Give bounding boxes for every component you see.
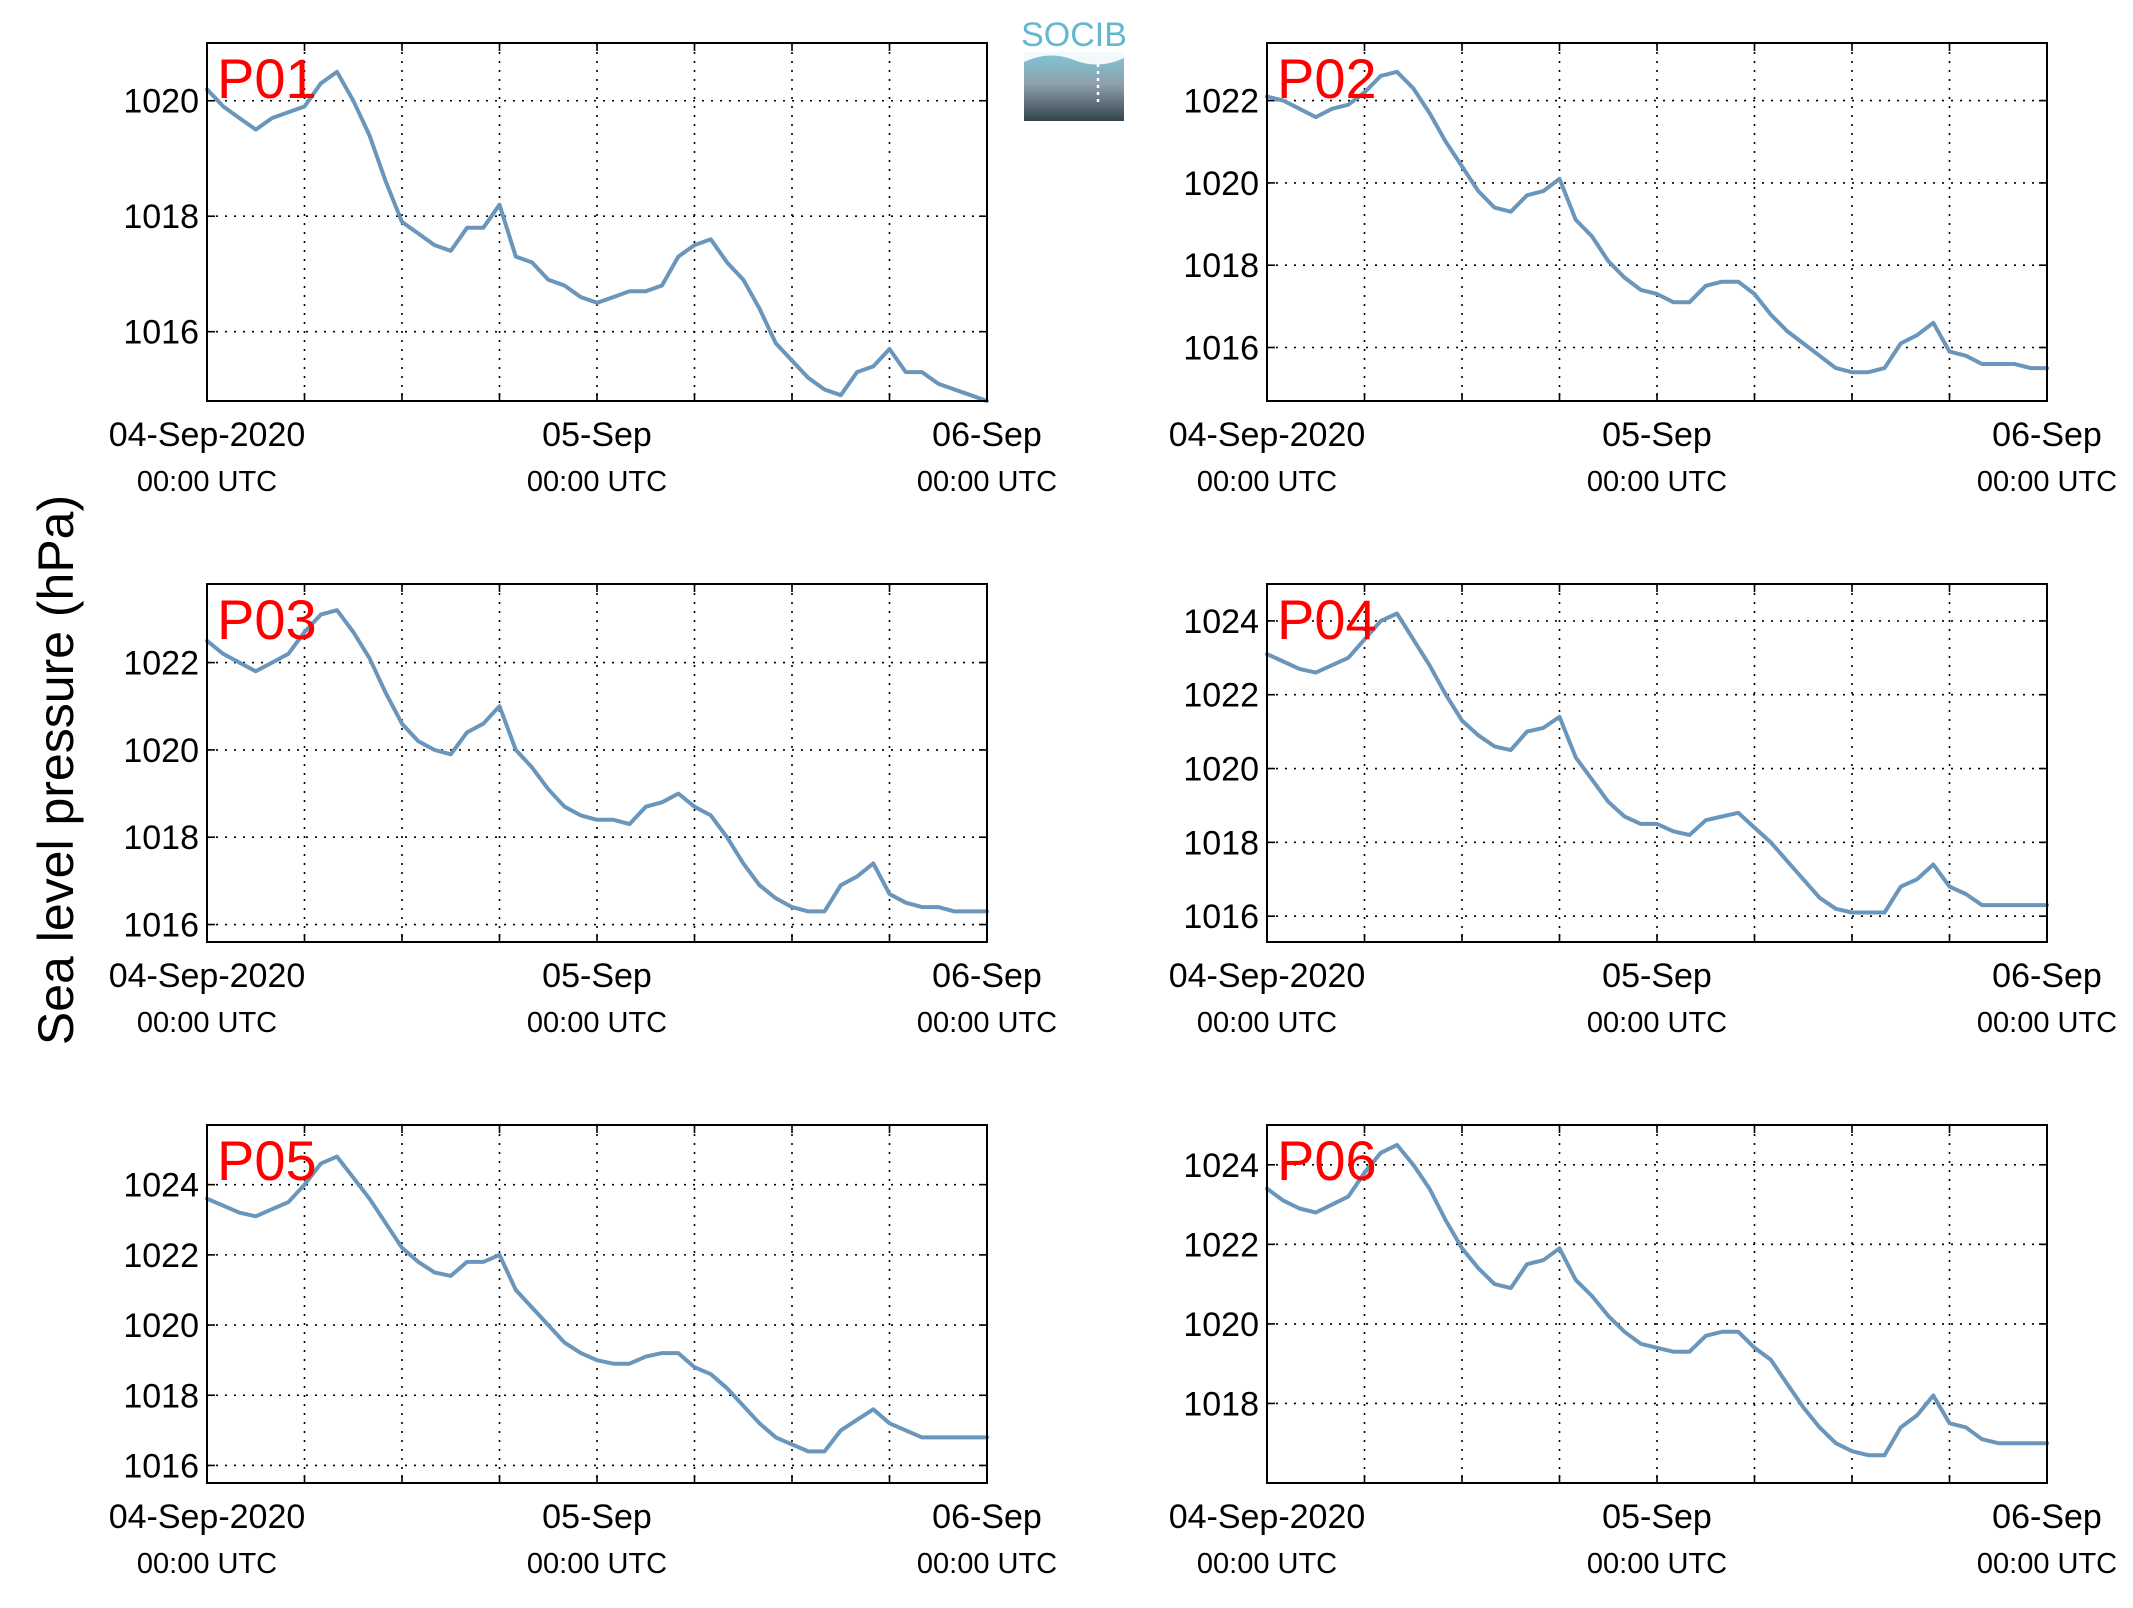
panel-tag: P04 (1277, 588, 1377, 651)
x-tick-label-time: 00:00 UTC (1587, 1548, 1727, 1580)
x-tick-label-time: 00:00 UTC (137, 1548, 277, 1580)
y-tick-label: 1016 (1183, 330, 1259, 368)
x-tick-label-date: 06-Sep (1992, 957, 2102, 995)
panel-tag: P06 (1277, 1129, 1377, 1192)
x-tick-label-date: 06-Sep (932, 416, 1042, 454)
x-tick-label-date: 04-Sep-2020 (1169, 957, 1366, 995)
y-tick-label: 1022 (123, 1237, 199, 1275)
x-tick-label-date: 06-Sep (1992, 416, 2102, 454)
x-tick-label-date: 04-Sep-2020 (109, 957, 306, 995)
x-tick-label-date: 04-Sep-2020 (1169, 416, 1366, 454)
y-tick-label: 1018 (123, 198, 199, 236)
socib-logo: SOCIB (1021, 16, 1127, 121)
x-tick-label-date: 05-Sep (542, 416, 652, 454)
series-line-p04 (1265, 611, 2049, 915)
panels: 1016 1018 1020 04-Sep-2020 00:00 UTC 05-Sep 00… (109, 42, 2117, 1580)
x-tick-label-date: 06-Sep (1992, 1498, 2102, 1536)
y-tick-label: 1022 (123, 645, 199, 683)
logo-text: SOCIB (1021, 16, 1127, 54)
x-tick-label-date: 05-Sep (1602, 1498, 1712, 1536)
x-tick-label-time: 00:00 UTC (917, 1548, 1057, 1580)
chart-panel-p04: 1016 1018 1020 1022 1024 04-Sep-2020 00:00 UTC… (1169, 583, 2117, 1039)
chart-panel-p01: 1016 1018 1020 04-Sep-2020 00:00 UTC 05-Sep 00… (109, 42, 1057, 498)
panel-tag: P01 (217, 47, 317, 110)
logo-wave-icon (1024, 52, 1124, 65)
chart-panel-p06: 1018 1020 1022 1024 04-Sep-2020 00:00 UTC 05-S… (1169, 1124, 2117, 1580)
x-tick-label-time: 00:00 UTC (1977, 1548, 2117, 1580)
y-tick-label: 1016 (123, 1447, 199, 1485)
y-tick-label: 1018 (1183, 1385, 1259, 1423)
x-tick-label-time: 00:00 UTC (527, 1548, 667, 1580)
x-tick-label-date: 06-Sep (932, 957, 1042, 995)
x-tick-label-time: 00:00 UTC (1197, 1007, 1337, 1039)
x-tick-label-date: 06-Sep (932, 1498, 1042, 1536)
y-tick-label: 1024 (1183, 603, 1259, 641)
y-tick-label: 1020 (1183, 1306, 1259, 1344)
x-tick-label-date: 04-Sep-2020 (1169, 1498, 1366, 1536)
x-tick-label-date: 04-Sep-2020 (109, 1498, 306, 1536)
x-tick-label-time: 00:00 UTC (1977, 466, 2117, 498)
series-line-p02 (1265, 69, 2049, 375)
y-tick-label: 1018 (1183, 247, 1259, 285)
y-tick-label: 1024 (123, 1167, 199, 1205)
x-tick-label-date: 04-Sep-2020 (109, 416, 306, 454)
series-line-p06 (1265, 1142, 2049, 1458)
chart-panel-p02: 1016 1018 1020 1022 04-Sep-2020 00:00 UTC 05-S… (1169, 42, 2117, 498)
y-tick-label: 1020 (123, 732, 199, 770)
axes-frame (206, 42, 988, 402)
panel-tag: P03 (217, 588, 317, 651)
x-tick-label-time: 00:00 UTC (1587, 466, 1727, 498)
y-tick-label: 1020 (1183, 165, 1259, 203)
series-line-p05 (205, 1154, 989, 1454)
axes-frame (206, 583, 988, 943)
x-tick-label-time: 00:00 UTC (917, 1007, 1057, 1039)
x-tick-label-time: 00:00 UTC (1587, 1007, 1727, 1039)
axes-frame (206, 1124, 988, 1484)
x-tick-label-time: 00:00 UTC (917, 466, 1057, 498)
panel-tag: P05 (217, 1129, 317, 1192)
x-tick-label-time: 00:00 UTC (137, 466, 277, 498)
y-tick-label: 1020 (1183, 751, 1259, 789)
x-tick-label-time: 00:00 UTC (527, 466, 667, 498)
x-tick-label-time: 00:00 UTC (1197, 1548, 1337, 1580)
panel-tag: P02 (1277, 47, 1377, 110)
x-tick-label-time: 00:00 UTC (137, 1007, 277, 1039)
y-tick-label: 1022 (1183, 83, 1259, 121)
x-tick-label-date: 05-Sep (1602, 416, 1712, 454)
series-line-p01 (205, 69, 989, 403)
y-axis-label: Sea level pressure (hPa) (28, 495, 84, 1045)
y-tick-label: 1016 (123, 314, 199, 352)
x-tick-label-time: 00:00 UTC (527, 1007, 667, 1039)
y-tick-label: 1020 (123, 83, 199, 121)
axes-frame (1266, 1124, 2048, 1484)
chart-panel-p05: 1016 1018 1020 1022 1024 04-Sep-2020 00:00 UTC… (109, 1124, 1057, 1580)
y-tick-label: 1018 (123, 819, 199, 857)
y-tick-label: 1020 (123, 1307, 199, 1345)
x-tick-label-time: 00:00 UTC (1197, 466, 1337, 498)
axes-frame (1266, 42, 2048, 402)
x-tick-label-date: 05-Sep (542, 1498, 652, 1536)
y-tick-label: 1022 (1183, 677, 1259, 715)
series-line-p03 (205, 608, 989, 914)
y-tick-label: 1024 (1183, 1147, 1259, 1185)
y-tick-label: 1016 (1183, 898, 1259, 936)
y-tick-label: 1018 (1183, 824, 1259, 862)
x-tick-label-date: 05-Sep (1602, 957, 1712, 995)
axes-frame (1266, 583, 2048, 943)
y-tick-label: 1018 (123, 1377, 199, 1415)
y-tick-label: 1022 (1183, 1226, 1259, 1264)
chart-panel-p03: 1016 1018 1020 1022 04-Sep-2020 00:00 UTC 05-S… (109, 583, 1057, 1039)
x-tick-label-time: 00:00 UTC (1977, 1007, 2117, 1039)
x-tick-label-date: 05-Sep (542, 957, 652, 995)
y-tick-label: 1016 (123, 907, 199, 945)
